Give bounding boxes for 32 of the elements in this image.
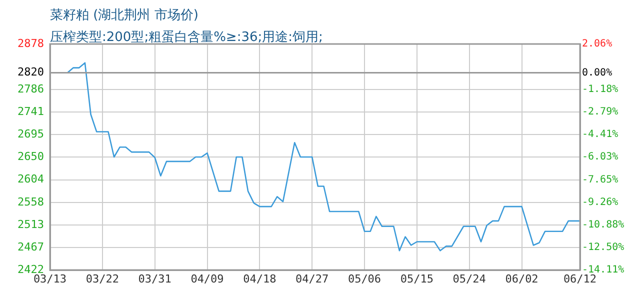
chart-title: 菜籽粕 (湖北荆州 市场价) xyxy=(50,7,198,24)
x-tick-label: 04/09 xyxy=(190,272,224,286)
y-tick-label: 2786 xyxy=(18,82,44,96)
y-tick-label: 2513 xyxy=(18,218,44,231)
y-tick-label: 2878 xyxy=(18,36,44,50)
y-tick-label: 2820 xyxy=(18,66,44,79)
x-tick-label: 03/13 xyxy=(33,272,67,286)
y2-tick-label: 0.00% xyxy=(582,67,612,78)
y-tick-label: 2695 xyxy=(18,128,44,141)
y2-tick-label: -1.18% xyxy=(582,84,618,95)
y2-tick-label: -7.65% xyxy=(582,174,618,186)
x-tick-label: 03/31 xyxy=(138,272,172,286)
y-tick-label: 2467 xyxy=(18,240,44,254)
y2-tick-label: -10.88% xyxy=(582,219,624,230)
y2-tick-label: -6.03% xyxy=(582,152,618,163)
x-tick-label: 05/24 xyxy=(452,272,486,286)
x-tick-label: 05/06 xyxy=(348,272,382,286)
x-tick-label: 04/27 xyxy=(296,272,329,286)
x-tick-label: 06/02 xyxy=(505,272,538,286)
y-tick-label: 2558 xyxy=(18,195,44,208)
x-tick-label: 05/15 xyxy=(400,272,434,286)
chart-subtitle: 压榨类型:200型;粗蛋白含量%≥:36;用途:饲用; xyxy=(50,29,323,46)
x-tick-label: 04/18 xyxy=(243,272,276,286)
y2-tick-label: -2.79% xyxy=(582,106,618,118)
x-tick-label: 03/22 xyxy=(86,272,119,286)
y-tick-label: 2604 xyxy=(18,172,44,186)
y-tick-label: 2741 xyxy=(18,104,44,118)
y2-tick-label: -9.26% xyxy=(582,196,618,208)
y2-tick-label: -4.41% xyxy=(582,129,618,140)
y2-tick-label: -12.50% xyxy=(582,242,624,254)
y-tick-label: 2650 xyxy=(18,150,44,163)
y2-tick-label: 2.06% xyxy=(582,38,612,50)
